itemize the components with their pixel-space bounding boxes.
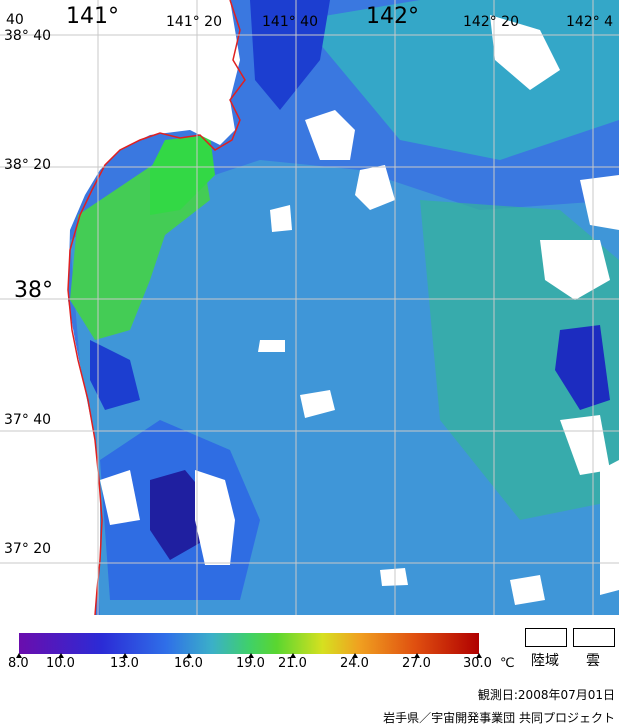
- lon-label-141-20: 141° 20: [166, 14, 222, 30]
- tick-label: 16.0: [174, 656, 203, 671]
- tick-marker: [476, 653, 482, 658]
- cloud-swatch: [573, 628, 615, 647]
- tick-marker: [122, 653, 128, 658]
- lon-label-142-20: 142° 20: [463, 14, 519, 30]
- tick-label: 8.0: [8, 656, 29, 671]
- unit-label: ℃: [500, 656, 515, 671]
- tick-marker: [58, 653, 64, 658]
- tick-label: 19.0: [236, 656, 265, 671]
- lat-label-37-40: 37° 40: [4, 412, 52, 428]
- tick-marker: [16, 653, 22, 658]
- cloud-label: 雲: [586, 653, 600, 669]
- tick-marker: [248, 653, 254, 658]
- tick-marker: [414, 653, 420, 658]
- tick-label: 27.0: [402, 656, 431, 671]
- tick-marker: [186, 653, 192, 658]
- credit-text: 岩手県／宇宙開発事業団 共同プロジェクト: [383, 711, 615, 725]
- lat-label-38-40: 38° 40: [4, 28, 52, 44]
- lon-label-141-40: 141° 40: [262, 14, 318, 30]
- land-swatch: [525, 628, 567, 647]
- sea-temperature-map: [0, 0, 619, 615]
- lon-label-141: 141°: [66, 4, 119, 29]
- tick-label: 24.0: [340, 656, 369, 671]
- lat-label-37-20: 37° 20: [4, 541, 52, 557]
- observation-date: 観測日:2008年07月01日: [477, 688, 615, 702]
- tick-marker: [352, 653, 358, 658]
- tick-label: 13.0: [110, 656, 139, 671]
- lon-label-142: 142°: [366, 4, 419, 29]
- lon-label-142-40: 142° 4: [566, 14, 614, 30]
- lat-label-38-20: 38° 20: [4, 157, 52, 173]
- land-label: 陸域: [531, 653, 559, 669]
- temperature-color-bar: [19, 633, 479, 654]
- lat-label-38: 38°: [14, 278, 53, 303]
- tick-label: 10.0: [46, 656, 75, 671]
- tick-marker: [290, 653, 296, 658]
- tick-label: 30.0: [463, 656, 492, 671]
- tick-label: 21.0: [278, 656, 307, 671]
- corner-label: 40: [6, 12, 24, 28]
